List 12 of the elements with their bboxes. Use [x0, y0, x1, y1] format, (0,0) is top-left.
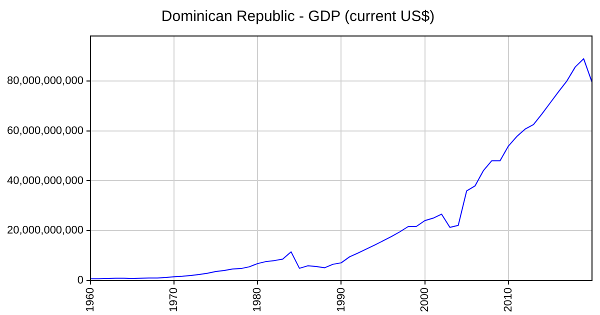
y-tick-label: 80,000,000,000 — [6, 74, 84, 87]
y-tick-label: 20,000,000,000 — [6, 224, 84, 237]
x-tick-label: 1980 — [252, 288, 264, 312]
x-tick-label: 1960 — [84, 288, 96, 312]
y-tick-label: 60,000,000,000 — [6, 124, 84, 137]
y-tick-label: 0 — [77, 274, 84, 287]
y-tick-label: 40,000,000,000 — [6, 174, 84, 187]
chart-title: Dominican Republic - GDP (current US$) — [161, 8, 435, 26]
x-tick-label: 2000 — [418, 288, 431, 312]
x-tick-label: 2010 — [502, 288, 514, 312]
x-tick-label: 1990 — [335, 288, 348, 312]
x-tick-label: 1970 — [168, 288, 180, 312]
